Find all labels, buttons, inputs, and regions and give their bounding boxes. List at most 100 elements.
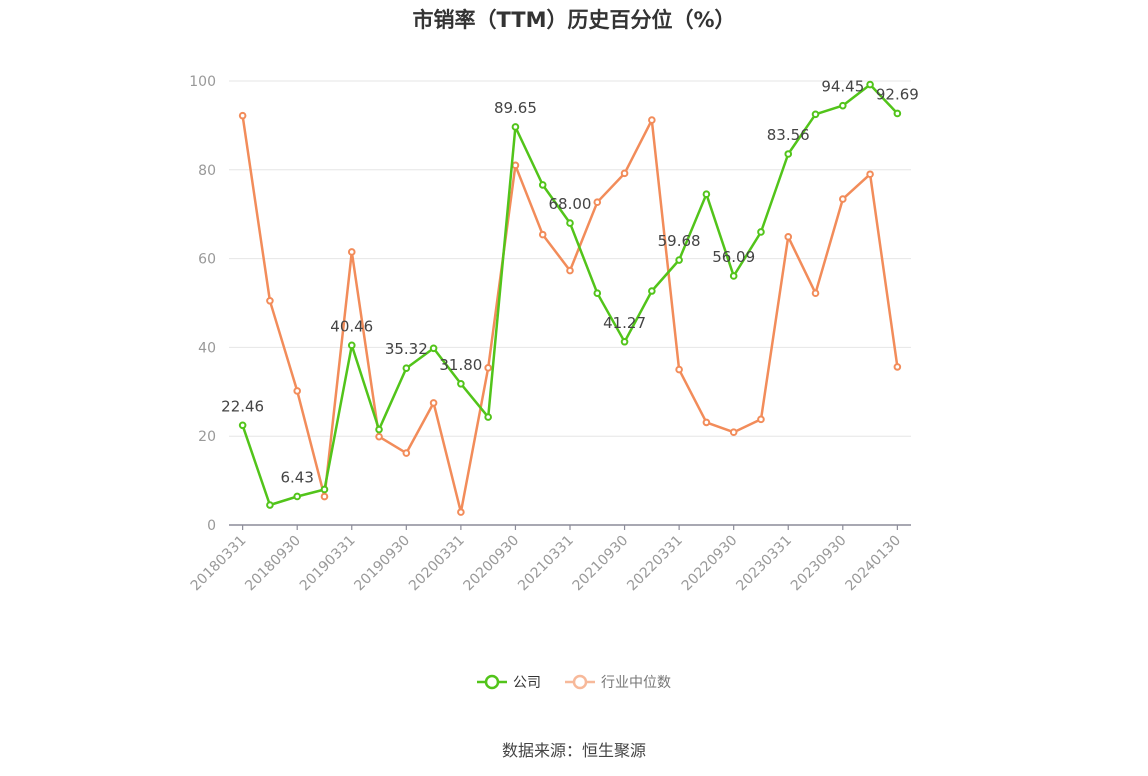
x-tick-label: 20180331 — [188, 533, 250, 595]
data-point[interactable] — [484, 364, 492, 372]
data-point[interactable] — [320, 492, 329, 501]
data-point[interactable] — [784, 150, 793, 158]
data-point[interactable] — [457, 380, 465, 388]
data-point[interactable] — [784, 233, 793, 241]
grid-lines — [229, 80, 911, 437]
data-point[interactable] — [293, 492, 302, 501]
line-chart: 0 20 40 60 80 100 2018033120180930201903312019… — [188, 74, 919, 594]
data-point[interactable] — [238, 111, 247, 120]
data-label: 83.56 — [767, 126, 810, 144]
legend-item-1[interactable]: 行业中位数 — [565, 672, 671, 692]
data-label: 35.32 — [385, 340, 428, 358]
data-point[interactable] — [811, 110, 820, 119]
data-point[interactable] — [729, 428, 738, 437]
legend-swatch-icon — [565, 674, 595, 690]
data-point[interactable] — [593, 198, 602, 207]
data-point[interactable] — [511, 161, 520, 170]
x-tick-label: 20180930 — [242, 533, 304, 595]
x-tick-label: 20220930 — [679, 533, 741, 595]
data-point[interactable] — [620, 169, 629, 178]
data-point[interactable] — [511, 123, 520, 131]
data-label: 40.46 — [330, 317, 373, 335]
data-point[interactable] — [893, 363, 902, 371]
data-point[interactable] — [839, 195, 847, 203]
data-point[interactable] — [293, 387, 302, 395]
data-point[interactable] — [429, 399, 438, 407]
x-tick-label: 20190930 — [351, 533, 413, 595]
data-point[interactable] — [811, 289, 820, 298]
data-labels: 22.46 6.43 40.46 35.32 31.80 89.65 68.00 41.27 5… — [221, 78, 919, 487]
series-1 — [238, 111, 902, 516]
legend-label: 公司 — [513, 675, 541, 691]
data-point[interactable] — [757, 228, 765, 236]
data-point[interactable] — [866, 80, 874, 89]
data-point[interactable] — [702, 418, 711, 427]
data-point[interactable] — [266, 501, 274, 509]
data-point[interactable] — [484, 413, 492, 421]
data-label: 94.45 — [821, 78, 864, 96]
data-point[interactable] — [648, 116, 656, 124]
data-point[interactable] — [238, 421, 247, 430]
y-tick-label: 0 — [207, 518, 216, 534]
data-point[interactable] — [702, 190, 711, 199]
data-point[interactable] — [429, 344, 438, 353]
data-point[interactable] — [866, 170, 874, 179]
data-point[interactable] — [648, 287, 656, 295]
data-point[interactable] — [402, 364, 411, 372]
data-point[interactable] — [538, 181, 547, 189]
y-tick-label: 40 — [198, 340, 216, 356]
legend-label: 行业中位数 — [601, 675, 671, 691]
data-label: 41.27 — [603, 314, 646, 332]
data-point[interactable] — [729, 272, 738, 280]
data-label: 56.09 — [712, 248, 755, 266]
x-tick-label: 20190331 — [297, 533, 359, 595]
data-label: 6.43 — [280, 468, 313, 486]
x-tick-label: 20200331 — [406, 533, 468, 595]
legend-marker — [572, 674, 588, 690]
data-point[interactable] — [593, 289, 602, 298]
axes: 0 20 40 60 80 100 2018033120180930201903312019… — [188, 74, 911, 594]
x-tick-label: 20230930 — [788, 533, 850, 595]
y-tick-label: 60 — [198, 252, 216, 268]
data-point[interactable] — [675, 256, 683, 264]
data-point[interactable] — [566, 266, 574, 275]
data-point[interactable] — [375, 432, 383, 441]
data-point[interactable] — [375, 425, 383, 434]
legend-swatch-icon — [477, 674, 507, 690]
data-label: 92.69 — [876, 85, 919, 103]
series-0 — [238, 80, 902, 509]
series-line — [241, 83, 899, 507]
x-tick-label: 20240130 — [842, 533, 904, 595]
x-tick-label: 20210331 — [515, 533, 577, 595]
y-tick-label: 20 — [198, 429, 216, 445]
data-point[interactable] — [347, 248, 356, 256]
data-point[interactable] — [757, 415, 765, 424]
data-label: 59.68 — [658, 232, 701, 250]
x-tick-label: 20220331 — [624, 533, 686, 595]
data-point[interactable] — [538, 230, 547, 239]
legend-marker — [484, 674, 500, 690]
data-label: 22.46 — [221, 397, 264, 415]
data-point[interactable] — [266, 296, 274, 305]
source-note: 数据来源：恒生聚源 — [501, 741, 646, 760]
data-point[interactable] — [893, 109, 902, 118]
x-tick-label: 20210930 — [570, 533, 632, 595]
legend: 公司 行业中位数 — [0, 672, 1148, 692]
data-label: 68.00 — [549, 195, 592, 213]
x-tick-label: 20200930 — [461, 533, 523, 595]
data-point[interactable] — [402, 449, 411, 457]
data-point[interactable] — [457, 508, 465, 516]
y-tick-label: 80 — [198, 163, 216, 179]
data-point[interactable] — [347, 341, 356, 350]
legend-item-0[interactable]: 公司 — [477, 672, 541, 692]
y-tick-label: 100 — [189, 74, 216, 90]
data-label: 31.80 — [439, 356, 482, 374]
data-point[interactable] — [320, 485, 329, 494]
data-point[interactable] — [620, 337, 629, 346]
data-point[interactable] — [675, 365, 683, 374]
data-point[interactable] — [566, 219, 574, 227]
x-tick-label: 20230331 — [733, 533, 795, 595]
chart-title: 市销率（TTM）历史百分位（%） — [412, 8, 736, 32]
series-line — [241, 115, 899, 514]
data-point[interactable] — [839, 101, 847, 110]
